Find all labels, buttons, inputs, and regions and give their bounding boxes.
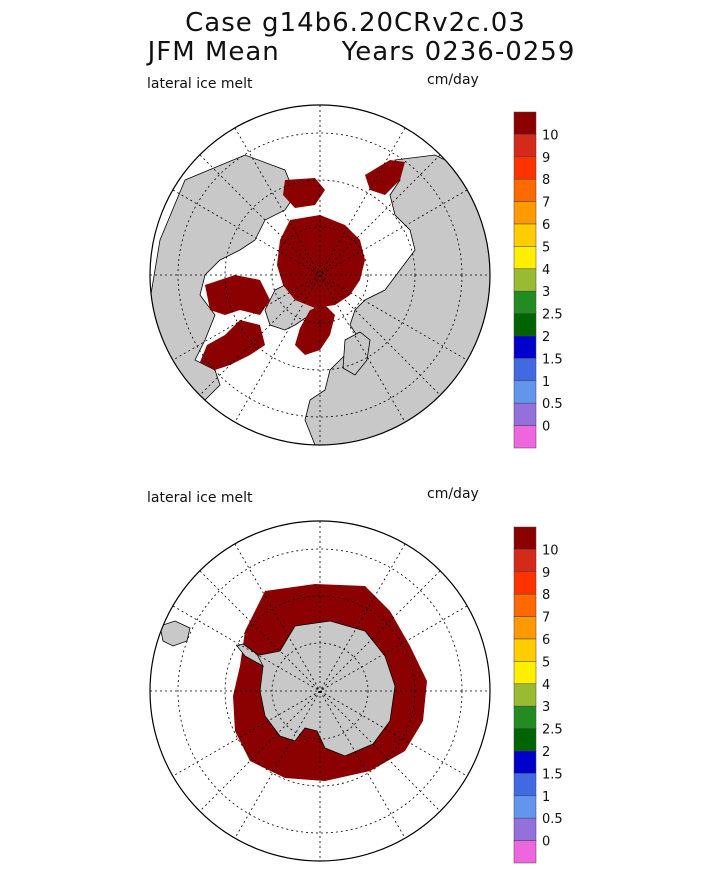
colorbar-label: 9 [542,151,550,166]
colorbar-swatch [513,705,537,729]
colorbar-swatch [513,268,537,292]
melt-arctic-basin [277,215,365,308]
colorbar-label: 2.5 [542,723,563,738]
melt-chukchi [283,178,325,208]
colorbar-swatch [513,201,537,225]
colorbar-swatch [513,526,537,550]
south-polar-map [149,520,491,862]
colorbar-swatch [513,111,537,135]
colorbar-label: 8 [542,173,550,188]
colorbar-swatch [513,795,537,819]
colorbar-label: 1 [542,375,550,390]
colorbar-swatch [513,134,537,158]
colorbar-label: 7 [542,196,550,211]
colorbar-swatch [513,549,537,573]
colorbar-label: 5 [542,240,550,255]
colorbar-swatch [513,335,537,359]
colorbar-label: 7 [542,611,550,626]
colorbar-swatch [513,246,537,270]
panel-north-variable-label: lateral ice melt [147,76,253,92]
colorbar-north: 10 9 8 7 6 5 4 3 2.5 2 1.5 1 0.5 0 [513,111,563,449]
plot-title: Case g14b6.20CRv2c.03 [185,8,526,38]
panel-south-variable-label: lateral ice melt [147,490,253,506]
colorbar-swatch [513,571,537,595]
colorbar-swatch [513,290,537,314]
melt-canadian-archipelago [205,275,270,315]
colorbar-swatch [513,425,537,449]
melt-bering-okhotsk [365,160,405,195]
colorbar-swatch [513,616,537,640]
colorbar-label: 4 [542,263,550,278]
colorbar-south: 10 9 8 7 6 5 4 3 2.5 2 1.5 1 0.5 0 [513,526,563,864]
land-scandinavia [342,331,371,376]
melt-baffin-labrador [200,320,265,370]
colorbar-label: 0.5 [542,397,563,412]
north-polar-map [149,104,491,446]
colorbar-swatch [513,638,537,662]
colorbar-label: 6 [542,633,550,648]
season-label: JFM Mean [147,37,280,67]
colorbar-label: 10 [542,543,559,558]
colorbar-label: 4 [542,678,550,693]
land-eurasia [304,154,490,445]
map-boundary [149,520,491,862]
graticule [150,105,490,445]
colorbar-swatch [513,223,537,247]
colorbar-label: 2 [542,330,550,345]
colorbar-swatch [513,178,537,202]
land-antarctic-peninsula [236,643,264,667]
colorbar-label: 9 [542,566,550,581]
map-boundary [149,104,491,446]
colorbar-swatch [513,773,537,797]
colorbar-label: 3 [542,700,550,715]
colorbar-label: 1.5 [542,352,563,367]
colorbar-swatch [513,380,537,404]
colorbar-label: 8 [542,588,550,603]
colorbar-label: 0.5 [542,812,563,827]
colorbar-swatch [513,358,537,382]
colorbar-swatch [513,683,537,707]
panel-south-units-label: cm/day [427,486,479,502]
colorbar-swatch [513,728,537,752]
colorbar-swatch [513,817,537,841]
colorbar-swatch [513,313,537,337]
panel-north-units-label: cm/day [427,72,479,88]
colorbar-swatch [513,750,537,774]
colorbar-swatch [513,402,537,426]
graticule [150,521,490,861]
colorbar-swatch [513,840,537,864]
plot-subtitle: JFM Mean Years 0236-0259 [0,37,723,67]
colorbar-label: 1 [542,790,550,805]
colorbar-label: 3 [542,285,550,300]
melt-barents-east-greenland [295,305,335,355]
colorbar-swatch [513,156,537,180]
colorbar-label: 2.5 [542,308,563,323]
colorbar-label: 0 [542,835,550,850]
colorbar-label: 1.5 [542,767,563,782]
colorbar-swatch [513,661,537,685]
years-label: Years 0236-0259 [341,37,576,67]
colorbar-swatch [513,593,537,617]
colorbar-label: 5 [542,655,550,670]
colorbar-label: 10 [542,128,559,143]
colorbar-label: 0 [542,420,550,435]
colorbar-label: 6 [542,218,550,233]
colorbar-label: 2 [542,745,550,760]
